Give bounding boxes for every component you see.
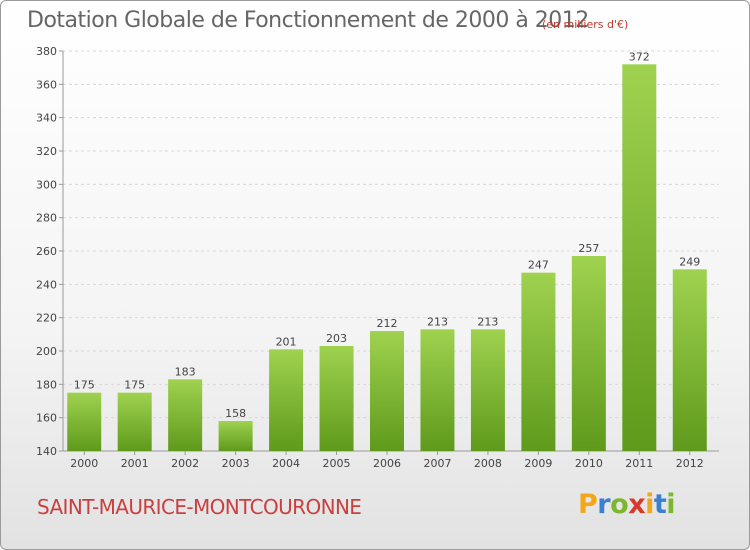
y-tick-label: 140 <box>36 445 57 458</box>
bar-2011 <box>622 64 657 452</box>
data-label-2003: 158 <box>225 407 246 420</box>
bar-2005 <box>319 346 354 451</box>
y-tick-label: 260 <box>36 245 57 258</box>
bar-2009 <box>521 272 556 451</box>
logo-letter: i <box>666 489 676 520</box>
commune-name: SAINT-MAURICE-MONTCOURONNE <box>37 495 362 519</box>
x-tick-label-2009: 2009 <box>524 457 552 470</box>
data-label-2007: 213 <box>427 315 448 328</box>
data-labels: 175 175 183 158 201 203 212 213 213 247 257 372 249 <box>74 50 701 420</box>
x-tick-label-2005: 2005 <box>323 457 351 470</box>
data-label-2009: 247 <box>528 259 549 272</box>
logo-letter: t <box>653 489 667 520</box>
data-label-2001: 175 <box>124 379 145 392</box>
bar-2012 <box>672 269 707 451</box>
x-tick-label-2002: 2002 <box>171 457 199 470</box>
y-tick-label: 340 <box>36 112 57 125</box>
x-axis: 2000 2001 2002 2003 2004 2005 2006 2007 2008 2009… <box>70 451 704 470</box>
data-label-2008: 213 <box>477 315 498 328</box>
bar-2007 <box>420 329 455 451</box>
data-label-2010: 257 <box>578 242 599 255</box>
y-tick-label: 360 <box>36 78 57 91</box>
bar-2004 <box>269 349 304 451</box>
data-label-2005: 203 <box>326 332 347 345</box>
data-label-2002: 183 <box>175 365 196 378</box>
data-label-2011: 372 <box>629 50 650 63</box>
x-tick-label-2004: 2004 <box>272 457 300 470</box>
y-tick-label: 200 <box>36 345 57 358</box>
y-tick-label: 380 <box>36 45 57 58</box>
logo-letter: o <box>610 489 629 520</box>
chart-unit: (en milliers d'€) <box>542 18 629 31</box>
proxiti-logo: Proxiti <box>578 489 676 520</box>
bar-2002 <box>168 379 203 451</box>
y-tick-label: 320 <box>36 145 57 158</box>
y-tick-label: 240 <box>36 278 57 291</box>
y-tick-label: 180 <box>36 378 57 391</box>
x-tick-label-2003: 2003 <box>222 457 250 470</box>
logo-letter: x <box>628 489 646 520</box>
data-label-2012: 249 <box>679 255 700 268</box>
chart-title: Dotation Globale de Fonctionnement de 20… <box>27 8 589 33</box>
logo-letter: P <box>578 489 598 520</box>
x-tick-label-2008: 2008 <box>474 457 502 470</box>
bars <box>67 64 707 452</box>
bar-2000 <box>67 392 102 451</box>
y-tick-label: 160 <box>36 412 57 425</box>
x-tick-label-2010: 2010 <box>575 457 603 470</box>
y-tick-label: 220 <box>36 312 57 325</box>
bar-2003 <box>218 421 253 451</box>
logo-letter: i <box>645 489 654 520</box>
x-tick-label-2000: 2000 <box>70 457 98 470</box>
data-label-2006: 212 <box>377 317 398 330</box>
bar-2001 <box>117 392 152 451</box>
bar-2010 <box>571 256 606 451</box>
bar-2006 <box>370 331 404 451</box>
x-tick-label-2001: 2001 <box>121 457 149 470</box>
logo-letter: r <box>597 489 611 520</box>
x-tick-label-2006: 2006 <box>373 457 401 470</box>
y-tick-label: 300 <box>36 178 57 191</box>
data-label-2000: 175 <box>74 379 95 392</box>
data-label-2004: 201 <box>276 335 297 348</box>
x-tick-label-2007: 2007 <box>423 457 451 470</box>
y-tick-label: 280 <box>36 212 57 225</box>
bar-2008 <box>470 329 505 451</box>
x-tick-label-2011: 2011 <box>625 457 653 470</box>
x-tick-label-2012: 2012 <box>676 457 704 470</box>
